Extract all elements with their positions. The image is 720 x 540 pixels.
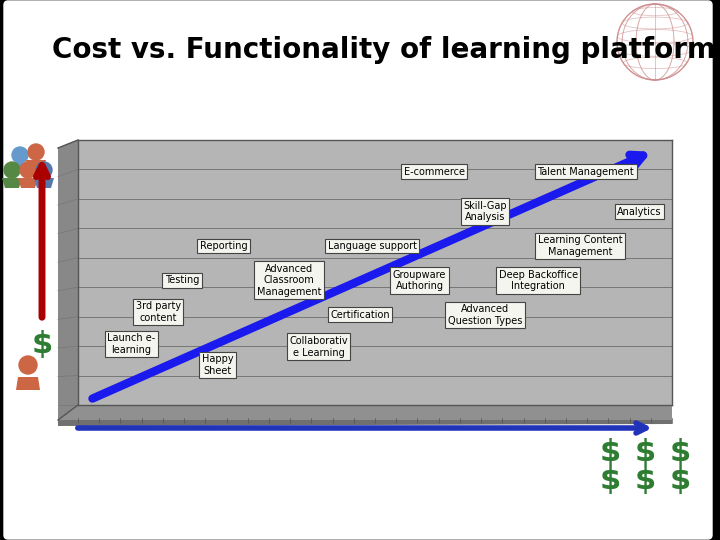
Circle shape: [28, 144, 44, 160]
Text: Happy
Sheet: Happy Sheet: [202, 354, 233, 376]
Text: Analytics: Analytics: [617, 206, 662, 217]
Text: Launch e-
learning: Launch e- learning: [107, 333, 156, 355]
Text: $: $: [32, 330, 53, 360]
Text: Reporting: Reporting: [199, 241, 248, 251]
Text: $: $: [634, 465, 656, 495]
Text: $: $: [599, 437, 621, 467]
Polygon shape: [18, 178, 38, 188]
Polygon shape: [10, 163, 30, 173]
Circle shape: [20, 162, 36, 178]
Text: Collaborativ
e Learning: Collaborativ e Learning: [289, 336, 348, 357]
Polygon shape: [34, 178, 54, 188]
Text: Advanced
Classroom
Management: Advanced Classroom Management: [256, 264, 321, 297]
Text: 3rd party
content: 3rd party content: [135, 301, 181, 323]
Text: $: $: [634, 437, 656, 467]
Polygon shape: [58, 405, 672, 420]
Text: Language support: Language support: [328, 241, 417, 251]
Text: Talent Management: Talent Management: [538, 167, 634, 177]
Text: $: $: [670, 437, 690, 467]
Polygon shape: [58, 420, 672, 426]
Text: $: $: [599, 465, 621, 495]
Text: Deep Backoffice
Integration: Deep Backoffice Integration: [499, 269, 578, 291]
Text: $: $: [670, 465, 690, 495]
Circle shape: [12, 147, 28, 163]
FancyBboxPatch shape: [4, 1, 712, 539]
Text: Cost vs. Functionality of learning platform: Cost vs. Functionality of learning platf…: [52, 36, 716, 64]
Circle shape: [36, 162, 52, 178]
Circle shape: [19, 356, 37, 374]
Text: E-commerce: E-commerce: [404, 167, 465, 177]
Text: Learning Content
Management: Learning Content Management: [538, 235, 622, 257]
Circle shape: [4, 162, 20, 178]
Text: Testing: Testing: [165, 275, 199, 286]
Polygon shape: [16, 377, 40, 390]
Text: Advanced
Question Types: Advanced Question Types: [448, 304, 522, 326]
Text: Certification: Certification: [330, 310, 390, 320]
Text: Skill-Gap
Analysis: Skill-Gap Analysis: [463, 201, 507, 222]
Polygon shape: [58, 140, 78, 420]
Polygon shape: [26, 160, 46, 170]
Text: Groupware
Authoring: Groupware Authoring: [393, 269, 446, 291]
Polygon shape: [2, 178, 22, 188]
Polygon shape: [78, 140, 672, 405]
